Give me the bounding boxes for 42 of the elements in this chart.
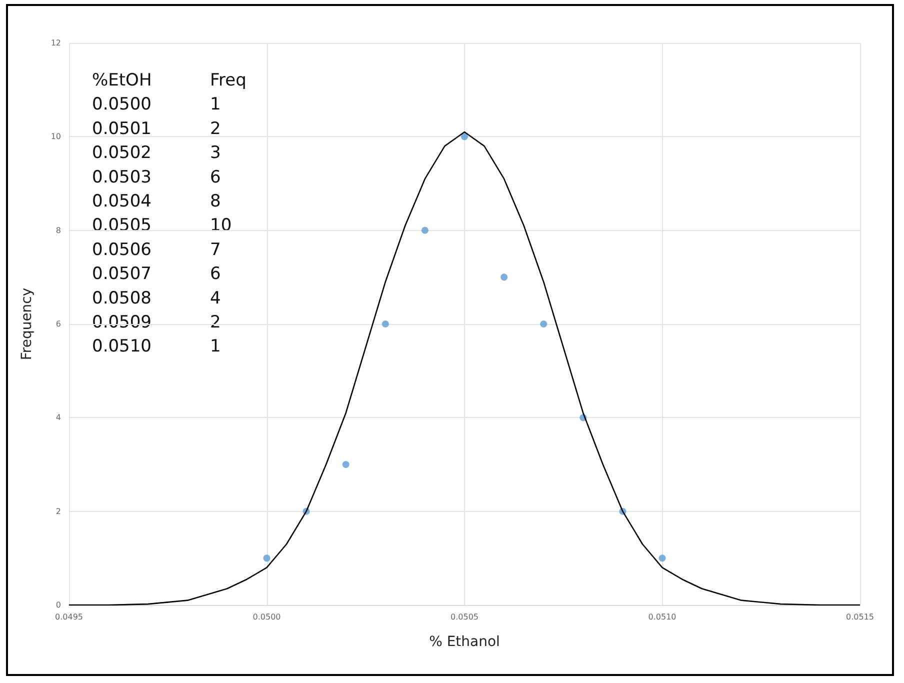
- annotation: 4: [210, 288, 221, 308]
- point: [382, 320, 389, 328]
- annotation: 8: [210, 192, 221, 212]
- annotation: 7: [210, 240, 221, 260]
- point: [263, 554, 270, 562]
- x-axis-title: % Ethanol: [429, 634, 500, 650]
- point: [421, 226, 428, 234]
- annotation: 0.0503: [92, 167, 152, 188]
- point: [342, 461, 350, 468]
- y-tick-label: 10: [50, 132, 61, 142]
- annotation: 2: [210, 118, 221, 139]
- annotation: 0.0502: [92, 143, 152, 164]
- x-tick-label: 0.0500: [252, 612, 281, 622]
- annotation: 0.0508: [92, 288, 152, 308]
- annotation: 6: [210, 167, 221, 188]
- annotation: 0.0507: [92, 264, 152, 284]
- x-tick-label: 0.0510: [648, 612, 676, 622]
- x-tick-label: 0.0505: [450, 612, 478, 622]
- y-tick-label: 8: [56, 226, 61, 235]
- annotation: 1: [210, 94, 221, 115]
- y-tick-label: 0: [56, 600, 61, 610]
- annotation: 3: [210, 143, 221, 164]
- y-tick-label: 12: [50, 38, 61, 48]
- annotation: 6: [210, 264, 221, 284]
- annotation: 0.0500: [92, 94, 152, 115]
- annotation: Freq: [210, 70, 246, 90]
- point: [500, 274, 508, 281]
- annotation: 0.0506: [92, 240, 152, 260]
- y-tick-label: 2: [56, 506, 61, 516]
- annotation: 0.0510: [92, 336, 152, 357]
- point: [540, 320, 548, 328]
- annotation: 0.0504: [92, 192, 152, 212]
- x-tick-label: 0.0495: [55, 612, 83, 622]
- annotation: 0.0501: [92, 118, 152, 139]
- point: [461, 133, 468, 140]
- point: [658, 554, 666, 562]
- annotation: 1: [210, 336, 221, 357]
- y-tick-label: 6: [56, 320, 61, 328]
- y-axis-title: Frequency: [19, 288, 35, 360]
- y-tick-label: 4: [56, 413, 61, 422]
- annotation: %EtOH: [92, 70, 152, 90]
- x-tick-label: 0.0515: [846, 612, 874, 622]
